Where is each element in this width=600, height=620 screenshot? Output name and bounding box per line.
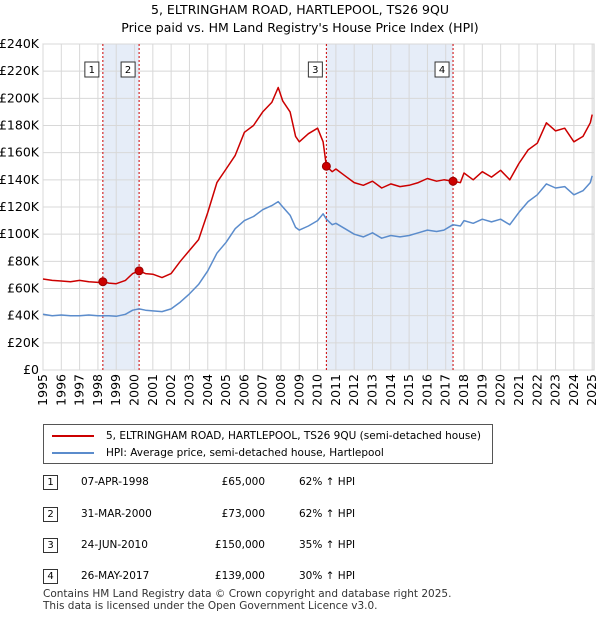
x-tick-label: 2018 bbox=[456, 374, 471, 406]
sale-number-label: 3 bbox=[312, 65, 318, 76]
grid-lines bbox=[42, 43, 594, 371]
price-chart: 5, ELTRINGHAM ROAD, HARTLEPOOL, TS26 9QU… bbox=[0, 2, 599, 406]
legend-item-hpi: HPI: Average price, semi-detached house,… bbox=[52, 445, 384, 461]
x-tick-label: 2022 bbox=[529, 374, 544, 406]
y-tick-label: £220K bbox=[0, 63, 40, 78]
sale-hpi-change: 62% ↑ HPI bbox=[299, 476, 356, 488]
x-tick-label: 2003 bbox=[181, 374, 196, 406]
hpi-line bbox=[42, 175, 593, 318]
y-tick-label: £140K bbox=[0, 172, 40, 187]
property-line bbox=[42, 86, 593, 285]
x-tick-label: 1999 bbox=[108, 374, 123, 406]
x-tick-label: 2013 bbox=[365, 374, 380, 406]
x-tick-label: 2000 bbox=[127, 374, 142, 406]
sale-row: 2 31-MAR-2000 £73,000 62% ↑ HPI bbox=[43, 504, 443, 524]
x-tick-label: 2025 bbox=[584, 374, 599, 406]
x-tick-label: 2017 bbox=[438, 374, 453, 406]
sale-point bbox=[448, 176, 458, 186]
y-tick-label: £100K bbox=[0, 226, 40, 241]
legend-swatch-property bbox=[52, 435, 94, 437]
y-tick-label: £80K bbox=[7, 253, 40, 268]
x-tick-label: 1998 bbox=[90, 374, 105, 406]
sale-number-label: 4 bbox=[439, 65, 445, 76]
legend-item-property: 5, ELTRINGHAM ROAD, HARTLEPOOL, TS26 9QU… bbox=[52, 428, 481, 444]
sale-price: £139,000 bbox=[214, 570, 265, 582]
legend-label-property: 5, ELTRINGHAM ROAD, HARTLEPOOL, TS26 9QU… bbox=[106, 430, 481, 442]
y-tick-label: £60K bbox=[7, 281, 40, 296]
footer-line-2: This data is licensed under the Open Gov… bbox=[43, 599, 378, 612]
x-tick-label: 2001 bbox=[145, 374, 160, 406]
x-tick-label: 2005 bbox=[218, 374, 233, 406]
x-tick-label: 2006 bbox=[236, 374, 251, 406]
y-tick-label: £160K bbox=[0, 145, 40, 160]
x-tick-label: 2021 bbox=[511, 374, 526, 406]
y-tick-label: £120K bbox=[0, 199, 40, 214]
y-tick-label: £0 bbox=[23, 362, 39, 377]
x-tick-label: 2023 bbox=[548, 374, 563, 406]
legend-label-hpi: HPI: Average price, semi-detached house,… bbox=[106, 447, 384, 459]
y-tick-label: £20K bbox=[7, 335, 40, 350]
sale-point bbox=[98, 277, 108, 287]
sale-number: 3 bbox=[43, 538, 58, 553]
x-tick-label: 2024 bbox=[566, 374, 581, 406]
sale-number-label: 1 bbox=[89, 65, 95, 76]
sale-number: 2 bbox=[43, 507, 58, 522]
footer-attribution: Contains HM Land Registry data © Crown c… bbox=[43, 588, 452, 612]
x-tick-label: 2011 bbox=[328, 374, 343, 406]
x-tick-label: 1997 bbox=[72, 374, 87, 406]
sale-point bbox=[134, 266, 144, 276]
x-tick-label: 2002 bbox=[163, 374, 178, 406]
sale-date: 26-MAY-2017 bbox=[81, 570, 150, 582]
x-tick-label: 2019 bbox=[474, 374, 489, 406]
x-tick-label: 1995 bbox=[35, 374, 50, 406]
sale-number-box bbox=[120, 61, 136, 78]
chart-title: 5, ELTRINGHAM ROAD, HARTLEPOOL, TS26 9QU bbox=[151, 2, 449, 17]
footer-line-1: Contains HM Land Registry data © Crown c… bbox=[43, 588, 452, 600]
x-axis-ticks: 1995 1996 1997 1998 1999 2000 2001 2002 2003 2004… bbox=[35, 374, 599, 406]
y-tick-label: £40K bbox=[7, 308, 40, 323]
x-tick-label: 2014 bbox=[383, 374, 398, 406]
sale-date: 24-JUN-2010 bbox=[81, 539, 148, 551]
x-tick-label: 2009 bbox=[291, 374, 306, 406]
sale-number: 4 bbox=[43, 569, 58, 584]
sale-points bbox=[98, 161, 458, 287]
y-axis-ticks: £0 £20K £40K £60K £80K £100K £120K £140K £160K £1… bbox=[0, 36, 40, 377]
sale-date: 07-APR-1998 bbox=[81, 476, 149, 488]
y-tick-label: £180K bbox=[0, 118, 40, 133]
sale-price: £150,000 bbox=[214, 539, 265, 551]
sale-price: £73,000 bbox=[221, 508, 265, 520]
x-tick-label: 2008 bbox=[273, 374, 288, 406]
sale-point bbox=[321, 161, 331, 171]
x-tick-label: 2007 bbox=[255, 374, 270, 406]
sale-price: £65,000 bbox=[221, 476, 265, 488]
y-tick-label: £240K bbox=[0, 36, 40, 51]
sale-row: 3 24-JUN-2010 £150,000 35% ↑ HPI bbox=[43, 535, 443, 555]
x-tick-label: 2004 bbox=[200, 374, 215, 406]
data-series bbox=[42, 86, 593, 318]
sale-hpi-change: 35% ↑ HPI bbox=[299, 539, 356, 551]
x-tick-label: 2016 bbox=[419, 374, 434, 406]
sale-number-box bbox=[84, 61, 100, 78]
sale-hpi-change: 30% ↑ HPI bbox=[299, 570, 356, 582]
sale-row: 1 07-APR-1998 £65,000 62% ↑ HPI bbox=[43, 472, 443, 492]
sale-number-box bbox=[434, 61, 450, 78]
chart-legend: 5, ELTRINGHAM ROAD, HARTLEPOOL, TS26 9QU… bbox=[43, 424, 493, 464]
sale-number-boxes: 1 2 3 4 bbox=[84, 61, 450, 78]
sale-date: 31-MAR-2000 bbox=[81, 508, 152, 520]
sale-row: 4 26-MAY-2017 £139,000 30% ↑ HPI bbox=[43, 566, 443, 586]
sale-hpi-change: 62% ↑ HPI bbox=[299, 508, 356, 520]
legend-swatch-hpi bbox=[52, 452, 94, 454]
chart-subtitle: Price paid vs. HM Land Registry's House … bbox=[121, 20, 478, 35]
y-tick-label: £200K bbox=[0, 90, 40, 105]
x-tick-label: 2020 bbox=[493, 374, 508, 406]
sale-number: 1 bbox=[43, 475, 58, 490]
sale-number-label: 2 bbox=[125, 65, 131, 76]
x-tick-label: 2012 bbox=[346, 374, 361, 406]
x-tick-label: 2010 bbox=[310, 374, 325, 406]
sale-number-box bbox=[307, 61, 323, 78]
x-tick-label: 2015 bbox=[401, 374, 416, 406]
x-tick-label: 1996 bbox=[53, 374, 68, 406]
